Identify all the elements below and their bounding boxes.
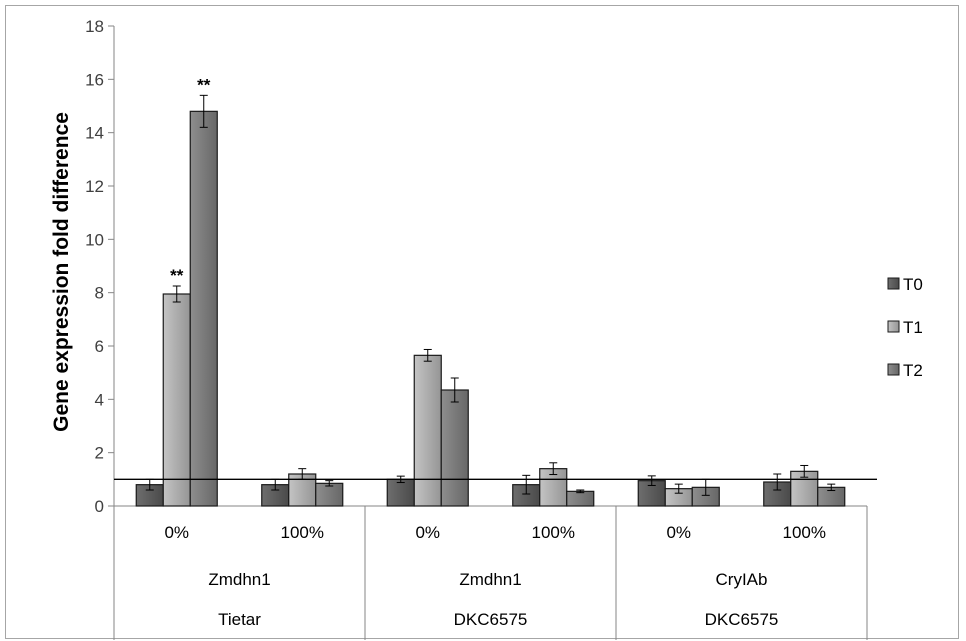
bar-T2 [189,110,218,507]
bar-T2 [315,482,344,507]
y-tick-label: 8 [95,284,104,303]
bar-T0 [386,478,415,507]
x-category-label: 100% [783,523,826,542]
x-category-label: 0% [666,523,691,542]
bar-T1 [162,293,191,507]
y-tick-label: 0 [95,497,104,516]
significance-label: ** [170,266,184,285]
y-tick-label: 16 [85,70,104,89]
legend-label-T1: T1 [903,318,923,337]
x-category-label: 100% [532,523,575,542]
y-tick-label: 4 [95,390,104,409]
chart-frame: 0 2 4 6 8 10 12 14 16 18 0% 100% 0% 100% 0% 100% Zmdhn1… [5,5,959,640]
x-group-label-gene: CryIAb [716,570,768,589]
y-axis-title: Gene expression fold difference [50,112,73,432]
x-group-label-gene: Zmdhn1 [208,570,270,589]
y-tick-label: 6 [95,337,104,356]
legend: T0 T1 T2 [887,275,923,380]
y-tick-label: 2 [95,444,104,463]
y-tick-label: 10 [85,230,104,249]
y-tick-label: 14 [85,124,104,143]
legend-label-T0: T0 [903,275,923,294]
bar-T2 [566,490,595,507]
legend-swatch-T0 [887,277,900,290]
legend-label-T2: T2 [903,361,923,380]
x-group-label-variety: DKC6575 [454,610,528,629]
y-axis: 0 2 4 6 8 10 12 14 16 18 [85,17,115,516]
y-tick-label: 12 [85,177,104,196]
x-category-label: 0% [415,523,440,542]
significance-label: ** [197,75,211,94]
bar-chart: 0 2 4 6 8 10 12 14 16 18 0% 100% 0% 100% 0% 100% Zmdhn1… [50,17,923,640]
bars: ** ** [114,75,877,507]
x-group-label-variety: Tietar [218,610,261,629]
legend-swatch-T1 [887,320,900,333]
bar-T1 [413,354,442,507]
x-axis: 0% 100% 0% 100% 0% 100% Zmdhn1 Zmdhn1 CryIAb Tiet… [113,505,868,640]
x-category-label: 100% [281,523,324,542]
x-category-label: 0% [164,523,189,542]
x-group-label-variety: DKC6575 [705,610,779,629]
legend-swatch-T2 [887,363,900,376]
bar-T2 [440,389,469,507]
y-tick-label: 18 [85,17,104,36]
x-group-label-gene: Zmdhn1 [459,570,521,589]
